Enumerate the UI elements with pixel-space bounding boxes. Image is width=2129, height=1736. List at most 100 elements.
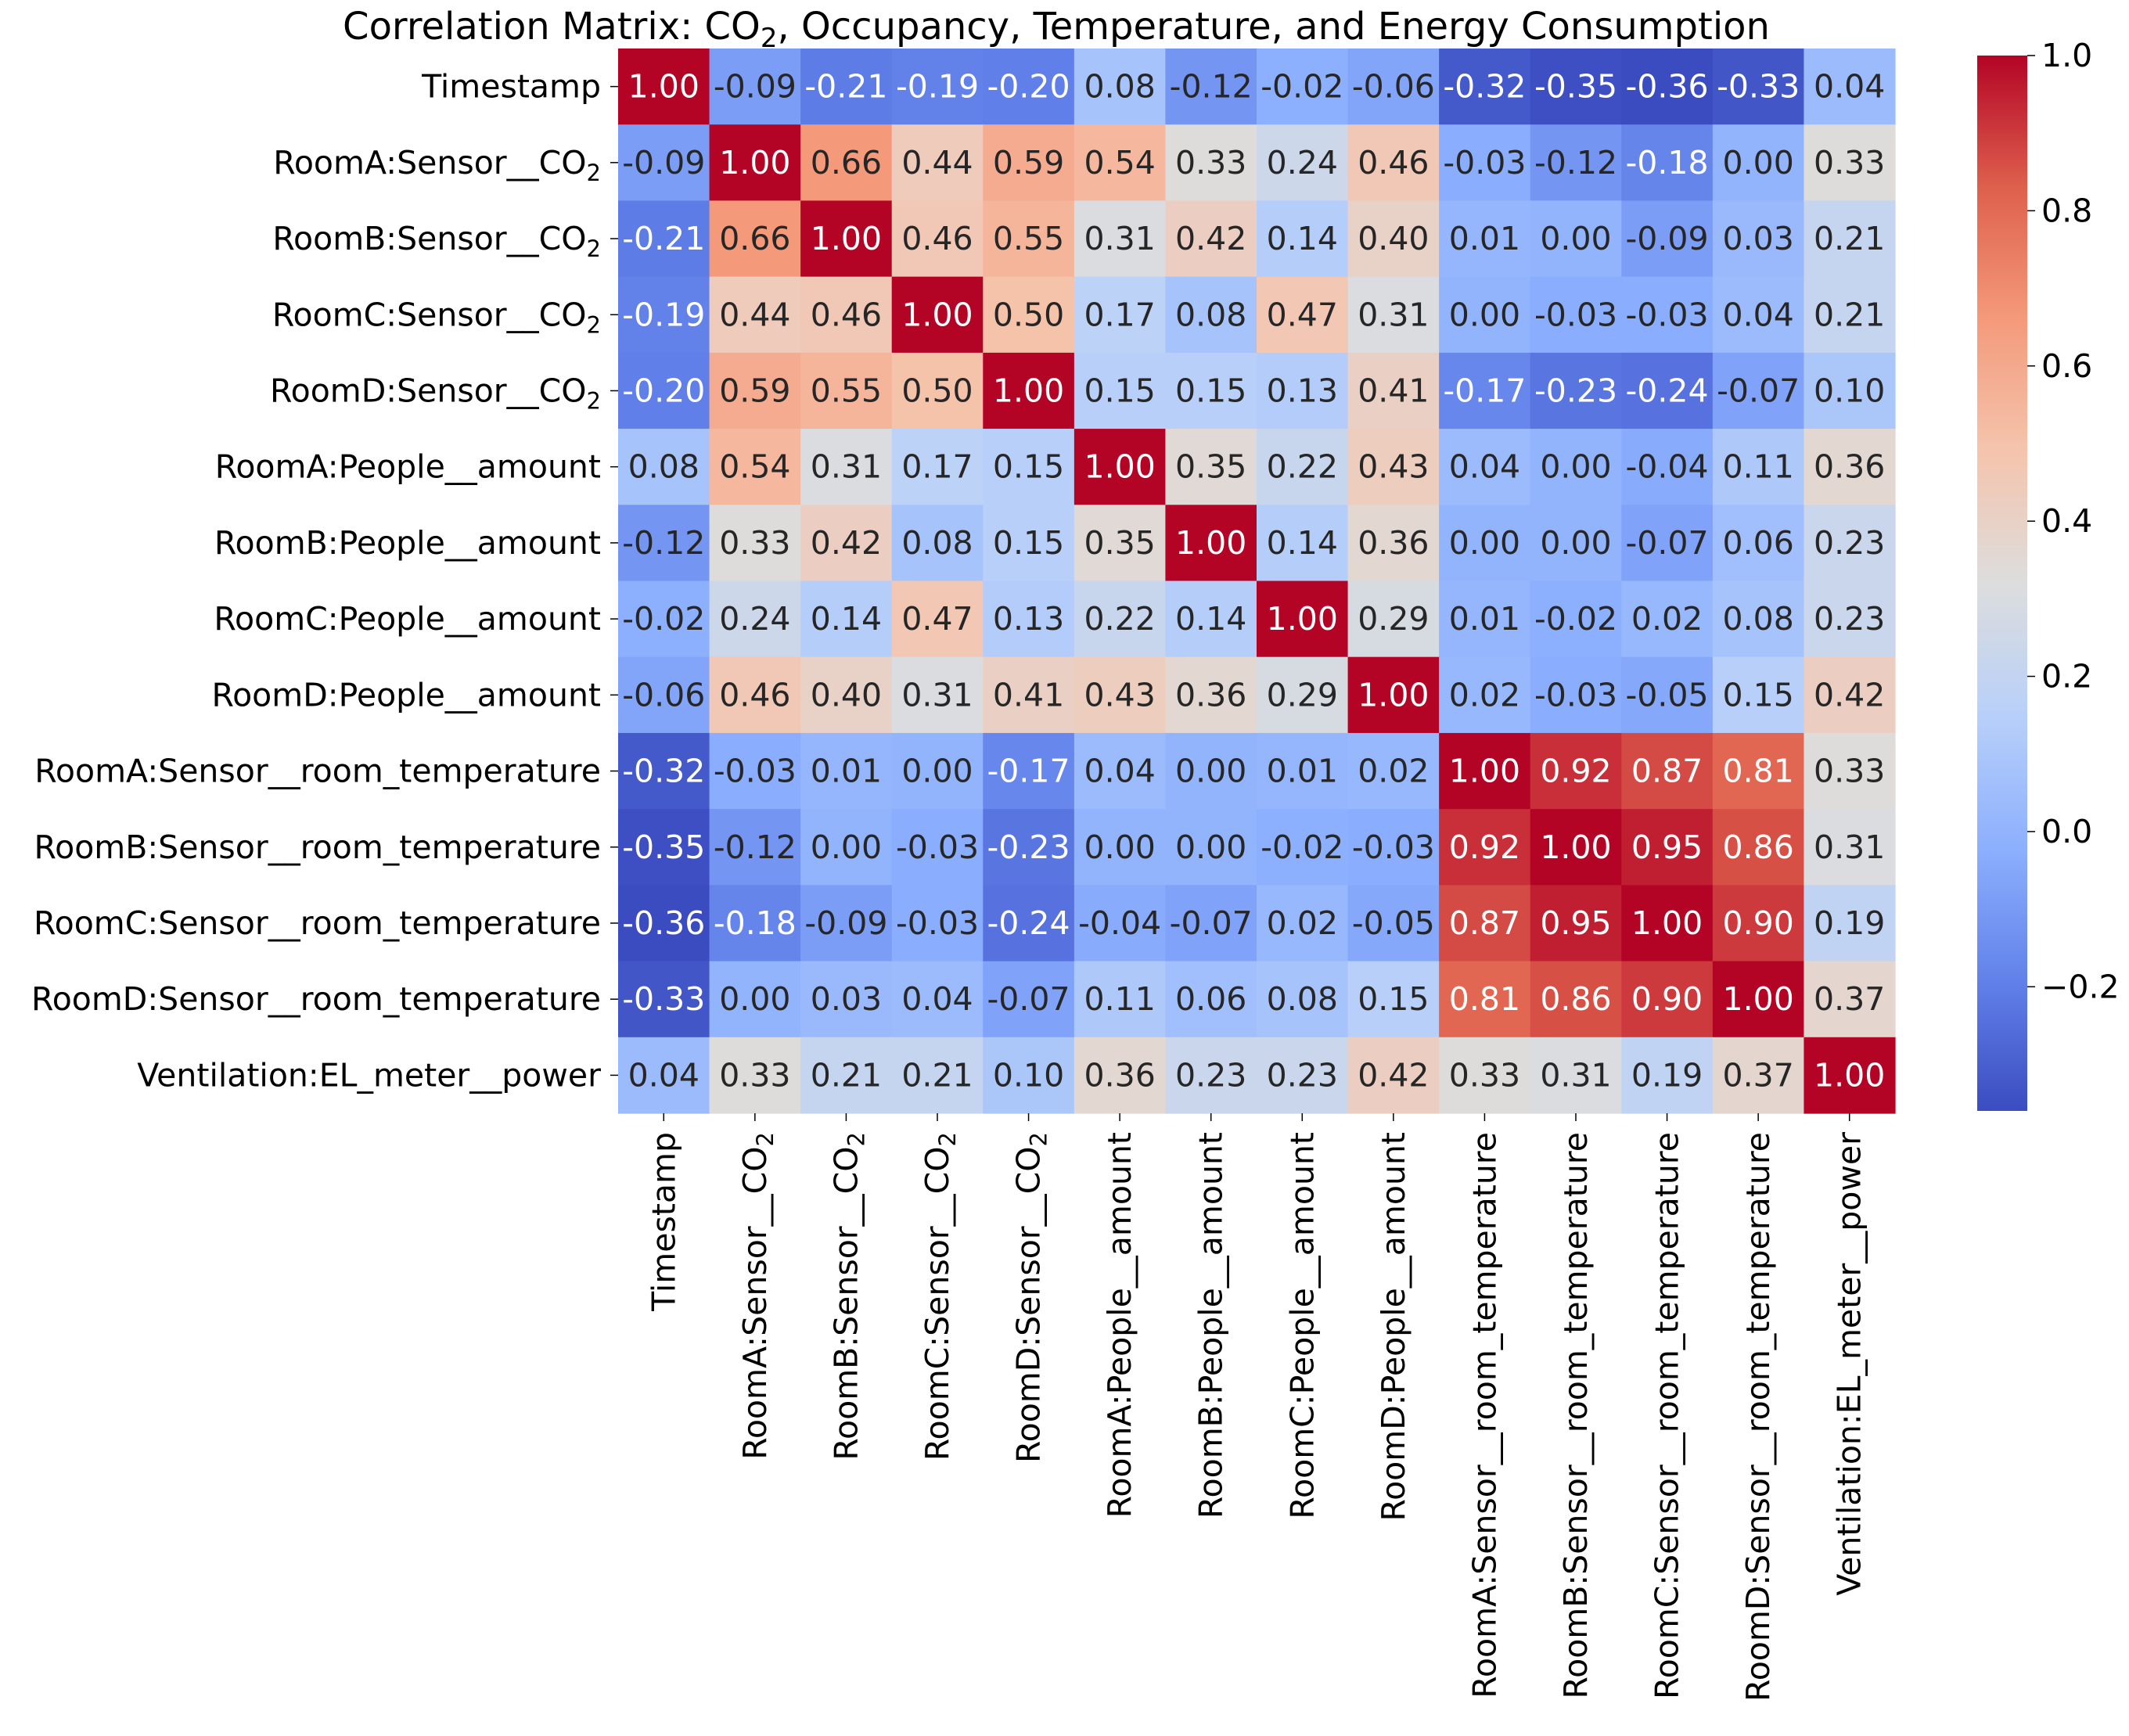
cell-value-r12-c10: 0.86 [1540, 980, 1611, 1018]
heatmap-cell-r13-c7 [1257, 1037, 1349, 1114]
heatmap-cell-r5-c6 [1165, 429, 1257, 505]
cell-value-r4-c13: 0.10 [1814, 372, 1885, 409]
cell-value-r9-c4: -0.17 [987, 753, 1070, 790]
heatmap-cell-r13-c4 [983, 1037, 1075, 1114]
cell-value-r4-c10: -0.23 [1534, 372, 1617, 409]
heatmap-cell-r3-c10 [1530, 276, 1622, 354]
cell-value-r7-c7: 1.00 [1267, 600, 1338, 638]
heatmap-cell-r0-c7 [1257, 49, 1349, 125]
cell-value-r1-c12: 0.00 [1722, 144, 1793, 182]
heatmap-cell-r2-c3 [891, 200, 984, 278]
cell-value-r12-c1: 0.00 [719, 980, 790, 1018]
cell-value-r13-c13: 1.00 [1814, 1056, 1885, 1094]
cell-value-r4-c6: 0.15 [1175, 372, 1246, 409]
heatmap-cell-r7-c9 [1439, 580, 1531, 658]
heatmap-cell-r0-c2 [800, 49, 893, 125]
cell-value-r2-c9: 0.01 [1449, 220, 1520, 257]
cell-value-r3-c8: 0.31 [1358, 296, 1429, 333]
heatmap-cell-r7-c2 [800, 580, 893, 658]
heatmap-cell-r11-c1 [709, 885, 801, 962]
cell-value-r13-c4: 0.10 [993, 1056, 1064, 1094]
cell-value-r8-c4: 0.41 [993, 676, 1064, 713]
heatmap-cell-r12-c12 [1712, 961, 1805, 1038]
heatmap-cell-r1-c11 [1621, 124, 1714, 202]
heatmap-cell-r7-c1 [709, 580, 801, 658]
heatmap-cell-r10-c12 [1712, 809, 1805, 886]
cell-value-r7-c4: 0.13 [993, 600, 1064, 638]
heatmap-cell-r2-c8 [1347, 200, 1440, 278]
heatmap-cell-r8-c12 [1712, 656, 1805, 734]
heatmap-cell-r5-c12 [1712, 429, 1805, 505]
cell-value-r6-c4: 0.15 [993, 524, 1064, 562]
heatmap-cell-r13-c10 [1530, 1037, 1622, 1114]
cell-value-r7-c9: 0.01 [1449, 600, 1520, 638]
cell-value-r10-c1: -0.12 [714, 828, 797, 866]
y-tick-label-0: Timestamp [421, 68, 601, 106]
cell-value-r10-c12: 0.86 [1722, 828, 1793, 866]
cell-value-r1-c10: -0.12 [1534, 144, 1617, 182]
heatmap-cell-r6-c12 [1712, 505, 1805, 582]
cell-value-r10-c5: 0.00 [1084, 828, 1155, 866]
cell-value-r4-c5: 0.15 [1084, 372, 1155, 409]
heatmap-cell-r3-c9 [1439, 276, 1531, 354]
heatmap-cell-r2-c10 [1530, 200, 1622, 278]
cell-value-r1-c5: 0.54 [1084, 144, 1155, 182]
cell-value-r10-c9: 0.92 [1449, 828, 1520, 866]
heatmap-cell-r2-c7 [1257, 200, 1349, 278]
cell-value-r8-c2: 0.40 [811, 676, 882, 713]
cell-value-r6-c1: 0.33 [719, 524, 790, 562]
x-tick-label-9: RoomA:Sensor__room_temperature [1465, 1132, 1503, 1698]
cell-value-r10-c8: -0.03 [1352, 828, 1435, 866]
cell-value-r12-c12: 1.00 [1722, 980, 1793, 1018]
x-tick-label-4: RoomD:Sensor__CO2 [1010, 1132, 1052, 1463]
cell-value-r4-c4: 1.00 [993, 372, 1064, 409]
y-tick-label-11: RoomC:Sensor__room_temperature [34, 904, 601, 942]
heatmap-cell-r13-c12 [1712, 1037, 1805, 1114]
heatmap-cell-r5-c5 [1073, 429, 1167, 505]
heatmap-cell-r12-c5 [1073, 961, 1167, 1038]
heatmap-cell-r8-c9 [1439, 656, 1531, 734]
cell-value-r0-c9: -0.32 [1443, 68, 1526, 106]
heatmap-cell-r8-c0 [618, 656, 710, 734]
cell-value-r9-c2: 0.01 [811, 753, 882, 790]
x-tick-label-13: Ventilation:EL_meter__power [1831, 1132, 1868, 1596]
cell-value-r1-c1: 1.00 [719, 144, 790, 182]
cell-value-r3-c11: -0.03 [1626, 296, 1709, 333]
y-tick-label-9: RoomA:Sensor__room_temperature [34, 753, 601, 790]
heatmap-cell-r9-c7 [1257, 732, 1349, 810]
heatmap-cell-r13-c3 [891, 1037, 984, 1114]
heatmap-cell-r0-c9 [1439, 49, 1531, 125]
heatmap-cell-r6-c0 [618, 505, 710, 582]
heatmap-cell-r5-c1 [709, 429, 801, 505]
heatmap-cell-r4-c5 [1073, 352, 1167, 430]
heatmap-cell-r1-c13 [1804, 124, 1896, 202]
heatmap-cell-r0-c0 [618, 49, 710, 125]
heatmap-cell-r7-c11 [1621, 580, 1714, 658]
heatmap-cell-r0-c12 [1712, 49, 1805, 125]
heatmap-cell-r13-c5 [1073, 1037, 1167, 1114]
heatmap-cell-r0-c6 [1165, 49, 1257, 125]
heatmap-cell-r1-c0 [618, 124, 710, 202]
heatmap-cell-r8-c13 [1804, 656, 1896, 734]
colorbar-tick-label-3: 0.4 [2041, 502, 2092, 540]
heatmap-cell-r12-c7 [1257, 961, 1349, 1038]
cell-value-r3-c9: 0.00 [1449, 296, 1520, 333]
heatmap-cell-r2-c6 [1165, 200, 1257, 278]
heatmap-cell-r1-c6 [1165, 124, 1257, 202]
heatmap-cell-r6-c11 [1621, 505, 1714, 582]
cell-value-r12-c0: -0.33 [622, 980, 705, 1018]
cell-value-r0-c3: -0.19 [896, 68, 979, 106]
cell-value-r0-c12: -0.33 [1717, 68, 1800, 106]
heatmap-cell-r1-c9 [1439, 124, 1531, 202]
heatmap-cell-r7-c5 [1073, 580, 1167, 658]
heatmap-cell-r6-c10 [1530, 505, 1622, 582]
heatmap-cell-r11-c4 [983, 885, 1075, 962]
cell-value-r8-c8: 1.00 [1358, 676, 1429, 713]
heatmap-cell-r3-c2 [800, 276, 893, 354]
cell-value-r5-c13: 0.36 [1814, 448, 1885, 486]
cell-value-r11-c2: -0.09 [804, 904, 887, 942]
cell-value-r5-c2: 0.31 [811, 448, 882, 486]
cell-value-r6-c10: 0.00 [1540, 524, 1611, 562]
heatmap-cell-r13-c0 [618, 1037, 710, 1114]
